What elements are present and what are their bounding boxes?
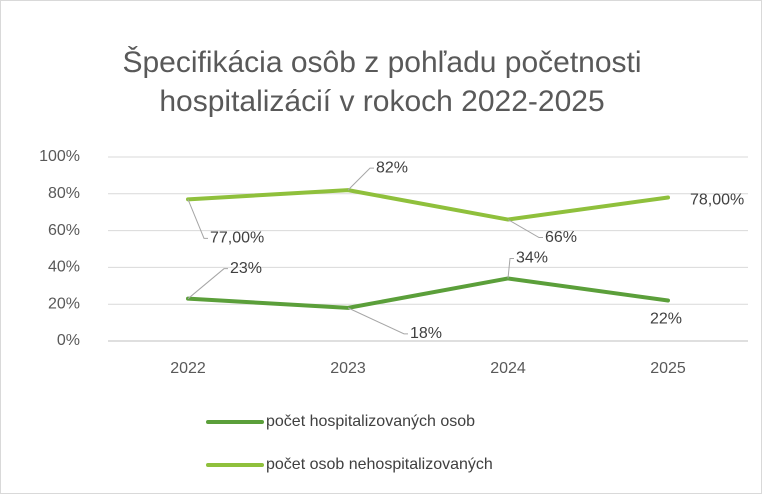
y-tick-label: 100% [39, 148, 80, 165]
y-tick-label: 80% [48, 185, 80, 202]
x-tick-label: 2023 [330, 360, 366, 377]
data-label: 82% [376, 159, 408, 176]
y-tick-label: 0% [57, 332, 80, 349]
leader-line [507, 219, 543, 239]
leader-line [507, 257, 514, 279]
x-tick-label: 2022 [170, 360, 206, 377]
data-label: 34% [516, 250, 548, 267]
x-tick-label: 2024 [490, 360, 526, 377]
data-label: 78,00% [690, 192, 744, 209]
chart-title: Špecifikácia osôb z pohľadu početnosti [122, 45, 641, 79]
line-series [186, 276, 670, 310]
legend-label: počet osob nehospitalizovaných [266, 456, 493, 473]
leader-line [187, 199, 208, 239]
data-label: 18% [410, 325, 442, 342]
x-tick-label: 2025 [650, 360, 686, 377]
y-tick-label: 20% [48, 295, 80, 312]
y-tick-label: 40% [48, 259, 80, 276]
leader-line [187, 268, 228, 300]
leader-line [347, 307, 408, 335]
data-label: 22% [650, 311, 682, 328]
legend-label: počet hospitalizovaných osob [266, 413, 475, 430]
chart-title: hospitalizácií v rokoch 2022-2025 [159, 85, 604, 118]
leader-line [347, 167, 374, 191]
data-label: 77,00% [210, 230, 264, 247]
data-label: 66% [545, 229, 577, 246]
y-tick-label: 60% [48, 222, 80, 239]
data-label: 23% [230, 260, 262, 277]
line-series [186, 188, 670, 222]
